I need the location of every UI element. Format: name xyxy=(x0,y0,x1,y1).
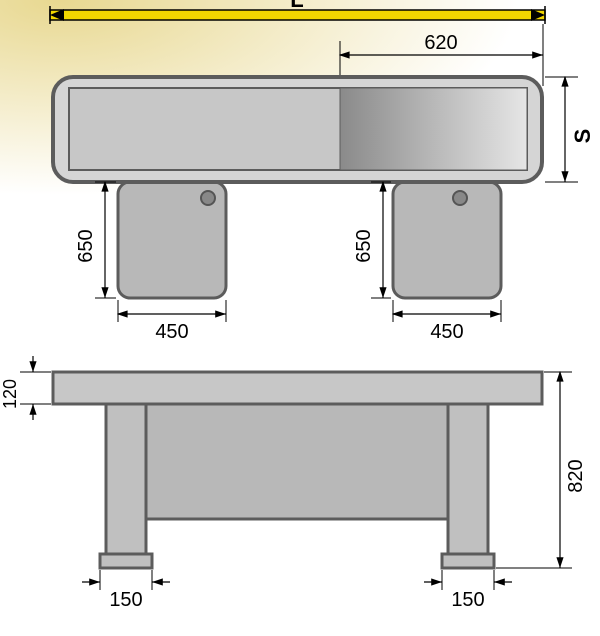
l-dimension-bar: L xyxy=(50,0,545,24)
pin-right xyxy=(453,191,467,205)
label-150-left: 150 xyxy=(109,589,142,611)
dim-650-right: 650 xyxy=(353,182,391,298)
label-450-right: 450 xyxy=(430,321,463,343)
label-150-right: 150 xyxy=(451,589,484,611)
label-620: 620 xyxy=(424,32,457,54)
label-450-left: 450 xyxy=(155,321,188,343)
label-650-right: 650 xyxy=(353,229,375,262)
dim-150-left: 150 xyxy=(82,570,170,611)
front-view: 120 820 150 150 xyxy=(0,356,587,611)
label-120: 120 xyxy=(0,379,20,409)
dim-450-right: 450 xyxy=(393,300,501,343)
front-tabletop xyxy=(53,372,542,404)
label-650-left: 650 xyxy=(75,229,97,262)
front-leg-right xyxy=(448,404,488,554)
dim-650-left: 650 xyxy=(75,182,116,298)
label-S: S xyxy=(570,129,595,144)
dim-620: 620 xyxy=(340,32,543,55)
front-foot-right xyxy=(442,554,494,568)
label-L: L xyxy=(290,0,303,12)
front-foot-left xyxy=(100,554,152,568)
top-body-shaded xyxy=(340,88,527,170)
top-view: L 620 S xyxy=(50,0,595,343)
top-leg-right xyxy=(393,182,501,298)
dim-S: S xyxy=(545,77,595,182)
dim-150-right: 150 xyxy=(424,570,512,611)
dim-450-left: 450 xyxy=(118,300,226,343)
pin-left xyxy=(201,191,215,205)
front-apron xyxy=(146,404,448,519)
dim-120: 120 xyxy=(0,356,51,420)
label-820: 820 xyxy=(565,459,587,492)
front-leg-left xyxy=(106,404,146,554)
technical-drawing: L 620 S xyxy=(0,0,600,636)
